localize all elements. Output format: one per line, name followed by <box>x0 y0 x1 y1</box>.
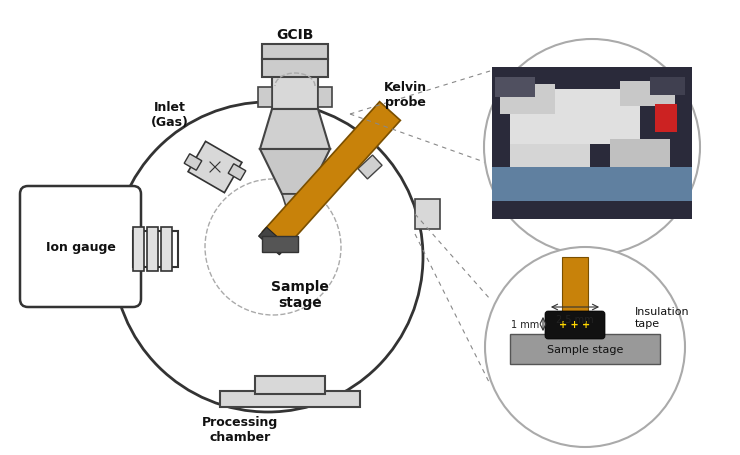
Text: Insulation
tape: Insulation tape <box>635 307 690 328</box>
FancyBboxPatch shape <box>262 60 328 78</box>
FancyBboxPatch shape <box>562 258 588 317</box>
FancyBboxPatch shape <box>133 232 178 268</box>
Text: Processing
chamber: Processing chamber <box>202 415 278 443</box>
FancyBboxPatch shape <box>262 45 328 60</box>
FancyBboxPatch shape <box>20 187 141 307</box>
Text: Sample
stage: Sample stage <box>271 279 329 309</box>
FancyBboxPatch shape <box>161 228 172 271</box>
FancyBboxPatch shape <box>510 90 640 145</box>
FancyBboxPatch shape <box>510 334 660 364</box>
Text: + + +: + + + <box>559 319 591 329</box>
Text: GCIB: GCIB <box>276 28 314 42</box>
FancyBboxPatch shape <box>492 68 692 219</box>
FancyBboxPatch shape <box>495 78 535 98</box>
FancyBboxPatch shape <box>318 88 332 108</box>
Text: Inlet
(Gas): Inlet (Gas) <box>151 101 189 129</box>
Polygon shape <box>263 102 400 251</box>
FancyBboxPatch shape <box>620 82 675 107</box>
FancyBboxPatch shape <box>510 145 590 185</box>
FancyBboxPatch shape <box>272 52 318 110</box>
FancyBboxPatch shape <box>262 237 298 253</box>
FancyBboxPatch shape <box>255 376 325 394</box>
Polygon shape <box>258 228 287 255</box>
FancyBboxPatch shape <box>220 391 360 407</box>
Polygon shape <box>184 154 202 171</box>
Circle shape <box>113 103 423 412</box>
FancyBboxPatch shape <box>655 105 677 133</box>
Text: Kelvin
probe: Kelvin probe <box>383 81 426 109</box>
FancyBboxPatch shape <box>492 167 692 202</box>
FancyBboxPatch shape <box>258 88 272 108</box>
Polygon shape <box>260 110 330 150</box>
Polygon shape <box>358 156 382 180</box>
FancyBboxPatch shape <box>415 200 440 229</box>
Text: Ion gauge: Ion gauge <box>46 241 115 253</box>
Text: Sample stage: Sample stage <box>547 344 623 354</box>
Text: 2.5 mm: 2.5 mm <box>556 314 593 324</box>
Polygon shape <box>260 150 330 195</box>
Polygon shape <box>188 142 242 193</box>
FancyBboxPatch shape <box>133 228 144 271</box>
Polygon shape <box>282 195 308 219</box>
Polygon shape <box>228 164 246 181</box>
FancyBboxPatch shape <box>147 228 158 271</box>
Circle shape <box>484 40 700 255</box>
FancyBboxPatch shape <box>650 78 685 96</box>
FancyBboxPatch shape <box>610 140 670 175</box>
FancyBboxPatch shape <box>545 311 605 339</box>
FancyBboxPatch shape <box>500 85 555 115</box>
Circle shape <box>485 248 685 447</box>
Text: 1 mm: 1 mm <box>511 319 539 329</box>
